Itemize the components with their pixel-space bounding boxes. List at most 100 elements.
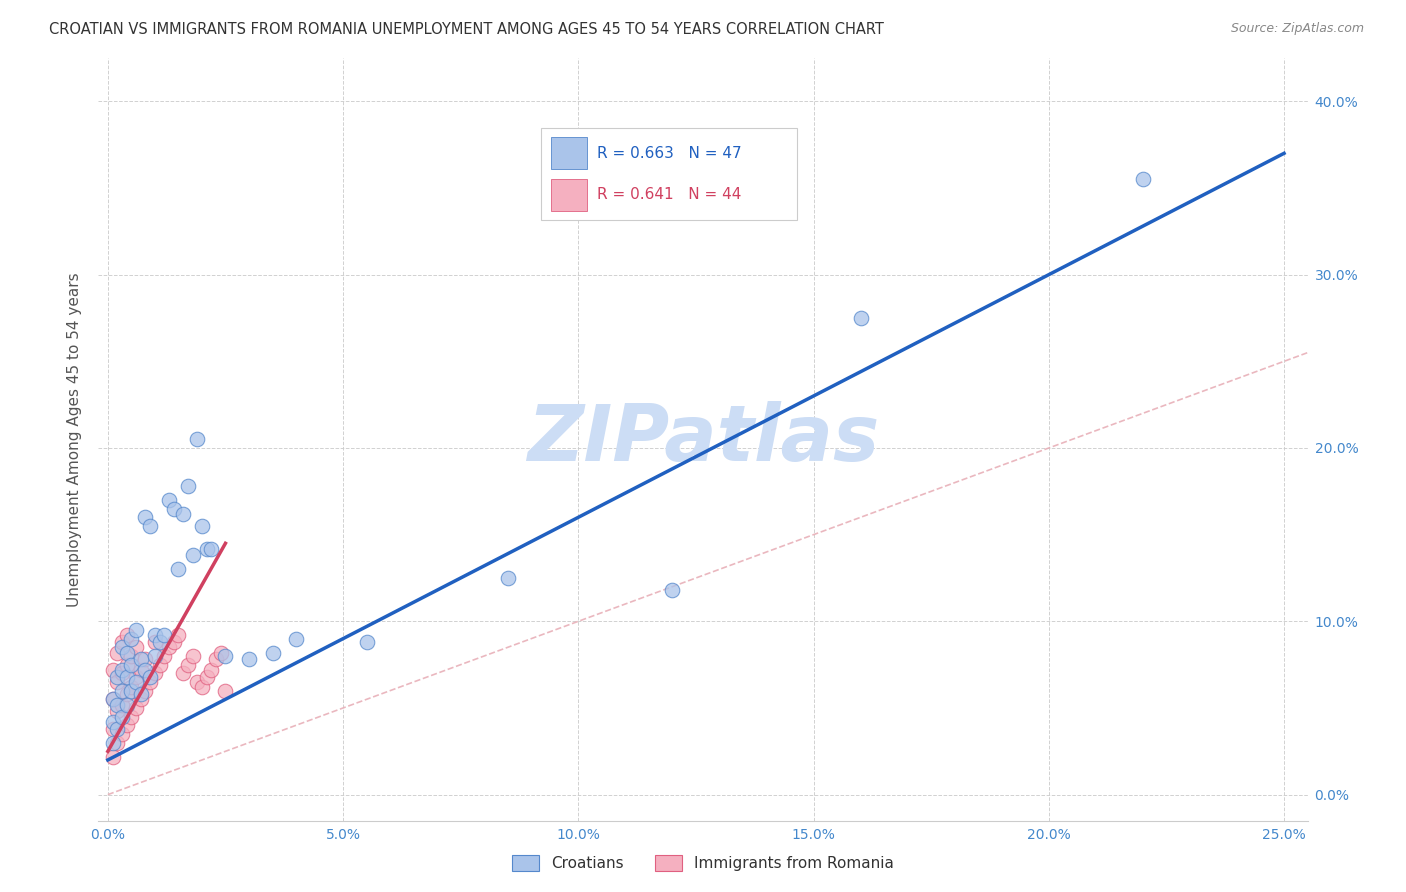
Point [186, 675, 208, 690]
Point [143, 666, 166, 681]
Point [191, 680, 214, 694]
Point [105, 705, 128, 719]
Point [157, 493, 180, 508]
Point [111, 663, 134, 677]
Point [115, 718, 138, 732]
Point [205, 652, 228, 666]
Point [125, 640, 148, 655]
Point [177, 657, 200, 672]
Point [172, 507, 194, 521]
Point [111, 635, 134, 649]
Point [153, 648, 176, 663]
Point [285, 632, 308, 646]
Point [149, 635, 172, 649]
Point [115, 670, 138, 684]
Point [101, 692, 124, 706]
Text: ZIPatlas: ZIPatlas [527, 401, 879, 477]
Point [143, 648, 166, 663]
Point [134, 683, 156, 698]
Point [214, 683, 236, 698]
Point [167, 562, 190, 576]
Legend: Croatians, Immigrants from Romania: Croatians, Immigrants from Romania [506, 849, 900, 877]
Point [200, 541, 222, 556]
Point [120, 632, 142, 646]
Point [153, 628, 176, 642]
Point [157, 640, 180, 655]
Point [134, 652, 156, 666]
Point [214, 648, 236, 663]
Point [1132, 172, 1154, 186]
Point [129, 652, 152, 666]
Point [134, 510, 156, 524]
Point [105, 646, 128, 660]
Point [186, 432, 208, 446]
FancyBboxPatch shape [551, 178, 586, 211]
Point [120, 709, 142, 723]
Point [111, 727, 134, 741]
Point [661, 583, 683, 598]
Point [134, 663, 156, 677]
Point [129, 687, 152, 701]
Point [163, 635, 186, 649]
Point [200, 663, 222, 677]
Point [356, 635, 378, 649]
Point [125, 701, 148, 715]
Point [105, 670, 128, 684]
Point [139, 670, 162, 684]
Point [101, 749, 124, 764]
Text: R = 0.663   N = 47: R = 0.663 N = 47 [598, 145, 742, 161]
Point [181, 648, 204, 663]
Point [115, 687, 138, 701]
Point [101, 736, 124, 750]
Text: R = 0.641   N = 44: R = 0.641 N = 44 [598, 187, 741, 202]
Point [111, 640, 134, 655]
FancyBboxPatch shape [541, 128, 797, 220]
Point [120, 648, 142, 663]
FancyBboxPatch shape [551, 136, 586, 169]
Point [105, 736, 128, 750]
Point [115, 657, 138, 672]
Point [143, 628, 166, 642]
Point [167, 628, 190, 642]
Point [172, 666, 194, 681]
Point [105, 698, 128, 712]
Point [143, 635, 166, 649]
Point [111, 666, 134, 681]
Point [125, 623, 148, 637]
Point [101, 714, 124, 729]
Point [115, 646, 138, 660]
Point [101, 663, 124, 677]
Point [111, 683, 134, 698]
Point [209, 646, 232, 660]
Text: CROATIAN VS IMMIGRANTS FROM ROMANIA UNEMPLOYMENT AMONG AGES 45 TO 54 YEARS CORRE: CROATIAN VS IMMIGRANTS FROM ROMANIA UNEM… [49, 22, 884, 37]
Point [262, 646, 284, 660]
Point [177, 479, 200, 493]
Point [101, 722, 124, 736]
Point [105, 675, 128, 690]
Point [105, 722, 128, 736]
Point [111, 709, 134, 723]
Point [125, 675, 148, 690]
Point [849, 310, 872, 325]
Point [125, 670, 148, 684]
Point [115, 698, 138, 712]
Point [115, 628, 138, 642]
Point [120, 657, 142, 672]
Point [238, 652, 260, 666]
Point [111, 698, 134, 712]
Point [195, 670, 218, 684]
Point [149, 657, 172, 672]
Point [163, 501, 186, 516]
Point [496, 571, 519, 585]
Y-axis label: Unemployment Among Ages 45 to 54 years: Unemployment Among Ages 45 to 54 years [67, 272, 83, 607]
Text: Source: ZipAtlas.com: Source: ZipAtlas.com [1230, 22, 1364, 36]
Point [120, 680, 142, 694]
Point [101, 692, 124, 706]
Point [139, 675, 162, 690]
Point [195, 541, 218, 556]
Point [191, 519, 214, 533]
Point [139, 519, 162, 533]
Point [120, 683, 142, 698]
Point [129, 692, 152, 706]
Point [181, 549, 204, 563]
